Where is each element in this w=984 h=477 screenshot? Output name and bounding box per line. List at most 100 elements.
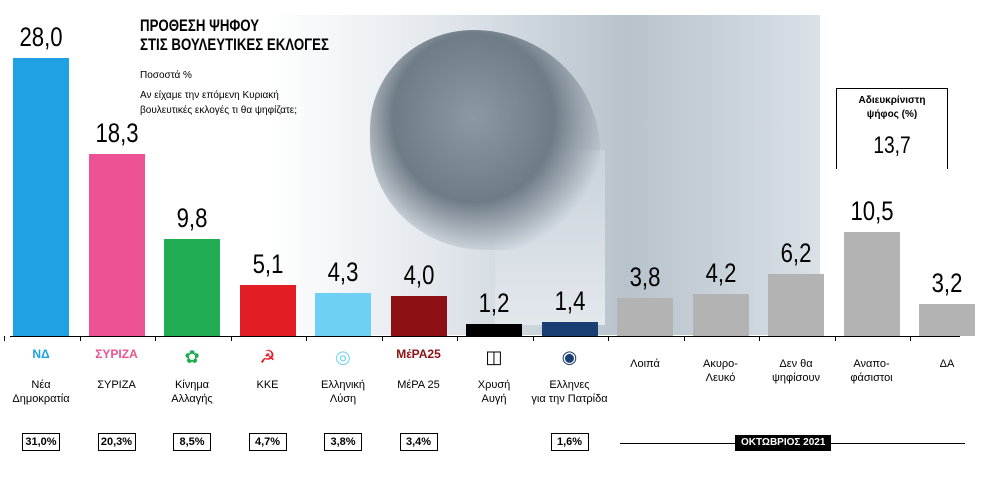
previous-result-box: 8,5% <box>173 433 211 451</box>
bar-value-label: 10,5 <box>849 195 894 226</box>
party-logo-icon: ✿ <box>184 347 200 367</box>
bar <box>13 58 69 336</box>
axis-tick <box>155 336 156 341</box>
chart-title-line1: ΠΡΟΘΕΣΗ ΨΗΦΟΥ <box>140 16 260 35</box>
category-label-line: Ακυρο- <box>703 358 738 370</box>
bar <box>919 304 975 336</box>
bar <box>692 294 749 336</box>
category-label-line: Αναπο- <box>853 358 890 370</box>
undecided-vote-label-line2: ψήφος (%) <box>866 109 918 120</box>
category-label: Ελληνες για την Πατρίδα <box>529 378 611 406</box>
axis-tick <box>230 336 232 341</box>
bar-value-label: 28,0 <box>19 22 63 52</box>
bar <box>88 154 145 336</box>
category-label-line: ΜέΡΑ 25 <box>397 379 440 391</box>
bar-value-label: 3,2 <box>931 268 963 299</box>
category-label-line: Αυγή <box>481 393 507 405</box>
date-badge: ΟΚΤΩΒΡΙΟΣ 2021 <box>735 435 832 451</box>
previous-result-box: 4,7% <box>248 433 287 451</box>
category-label: ΣΥΡΙΖΑ <box>76 378 158 392</box>
category-label-line: Χρυσή <box>477 379 511 391</box>
category-label: Νέα Δημοκρατία <box>0 378 82 406</box>
axis-tick <box>532 336 534 341</box>
category-label-line: ΚΚΕ <box>256 379 279 391</box>
previous-result-box: 3,8% <box>324 433 362 451</box>
axis-tick <box>683 336 685 341</box>
category-label: Ακυρο- Λευκό <box>680 357 762 385</box>
bar <box>617 298 673 336</box>
party-logo-icon: ◉ <box>561 347 578 367</box>
axis-tick <box>834 336 836 341</box>
chart-subtitle: Ποσοστά % <box>140 70 192 81</box>
bar <box>466 324 522 336</box>
category-label: Λοιπά <box>604 357 686 371</box>
category-label-line: ΣΥΡΙΖΑ <box>97 379 136 391</box>
category-label: Χρυσή Αυγή <box>453 378 535 406</box>
category-label: ΜέΡΑ 25 <box>378 378 460 392</box>
previous-result-box: 20,3% <box>97 433 136 451</box>
category-label-line: ψηφίσουν <box>772 372 820 384</box>
category-label: Ελληνική Λύση <box>302 378 384 406</box>
bar-value-label: 1,2 <box>478 288 510 319</box>
axis-tick <box>608 336 609 341</box>
axis-tick <box>306 336 307 341</box>
undecided-vote-label: Αδιευκρίνιστη ψήφος (%) <box>842 94 942 122</box>
bar-value-label: 18,3 <box>94 118 139 149</box>
category-label-line: Αλλαγής <box>171 393 213 405</box>
axis-tick <box>457 336 458 341</box>
category-label-line: για την Πατρίδα <box>531 393 608 405</box>
bar-value-label: 1,4 <box>554 286 585 317</box>
bar <box>768 274 824 336</box>
bar <box>390 296 447 336</box>
category-label-line: φάσιστοι <box>850 372 893 384</box>
x-axis-line <box>10 336 960 337</box>
hand-image <box>370 30 600 250</box>
axis-tick <box>4 336 5 341</box>
bar-value-label: 4,2 <box>705 258 736 289</box>
axis-tick <box>79 336 81 341</box>
axis-tick <box>759 336 760 341</box>
category-label-line: Λύση <box>329 393 357 405</box>
party-logo-icon: ΜέΡΑ25 <box>396 347 441 361</box>
undecided-vote-value: 13,7 <box>873 132 911 159</box>
undecided-vote-box <box>836 88 948 169</box>
bar <box>315 293 371 336</box>
previous-result-box: 31,0% <box>22 433 60 451</box>
category-label-line: Λευκό <box>705 372 736 384</box>
previous-result-box: 1,6% <box>550 433 589 451</box>
category-label-line: Κίνημα <box>174 379 210 391</box>
axis-tick <box>381 336 383 341</box>
axis-tick <box>910 336 911 341</box>
bar <box>541 322 598 336</box>
bar-value-label: 3,8 <box>629 262 661 293</box>
chart-title: ΠΡΟΘΕΣΗ ΨΗΦΟΥ ΣΤΙΣ ΒΟΥΛΕΥΤΙΚΕΣ ΕΚΛΟΓΕΣ <box>140 16 329 54</box>
chart-title-line2: ΣΤΙΣ ΒΟΥΛΕΥΤΙΚΕΣ ΕΚΛΟΓΕΣ <box>140 35 329 54</box>
bar-value-label: 4,3 <box>327 257 359 288</box>
party-logo-icon: ◎ <box>335 347 351 367</box>
party-logo-icon: ΣΥΡΙΖΑ <box>95 347 138 361</box>
survey-question-line1: Αν είχαμε την επόμενη Κυριακή <box>140 90 279 101</box>
bar-value-label: 6,2 <box>780 238 812 269</box>
category-label: ΔΑ <box>906 357 984 371</box>
previous-result-box: 3,4% <box>399 433 438 451</box>
bar <box>164 238 220 336</box>
survey-question: Αν είχαμε την επόμενη Κυριακή βουλευτικέ… <box>140 88 360 118</box>
category-label-line: Δημοκρατία <box>12 393 70 405</box>
category-label: Δεν θα ψηφίσουν <box>755 357 837 385</box>
bar <box>843 231 900 336</box>
category-label-line: Ελληνική <box>320 379 366 391</box>
bar-value-label: 9,8 <box>176 202 208 233</box>
category-label-line: Νέα <box>31 379 51 391</box>
undecided-vote-label-line1: Αδιευκρίνιστη <box>858 95 926 106</box>
category-label-line: Ελληνες <box>549 379 590 391</box>
category-label-line: ΔΑ <box>939 358 955 370</box>
category-label: Αναπο-φάσιστοι <box>831 357 913 385</box>
party-logo-icon: ΝΔ <box>32 347 50 361</box>
category-label: Κίνημα Αλλαγής <box>151 378 233 406</box>
party-logo-icon: ☭ <box>259 347 276 367</box>
survey-question-line2: βουλευτικές εκλογές τι θα ψηφίζατε; <box>140 105 298 116</box>
party-logo-icon: ◫ <box>485 347 503 367</box>
category-label-line: Λοιπά <box>630 358 660 370</box>
bar <box>239 285 296 336</box>
